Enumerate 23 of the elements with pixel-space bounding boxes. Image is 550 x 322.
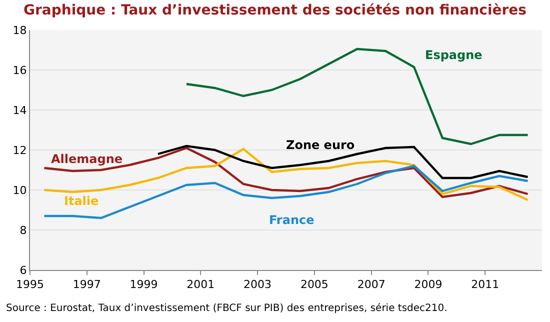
source-note: Source : Eurostat, Taux d’investissement (FBCF sur PIB) des entreprises, série tsdec210. bbox=[6, 303, 448, 314]
x-tick-label: 2005 bbox=[300, 278, 328, 292]
y-tick-label: 18 bbox=[12, 24, 27, 37]
y-tick-label: 10 bbox=[12, 184, 27, 197]
x-tick-label: 1997 bbox=[72, 278, 101, 292]
series-label: Espagne bbox=[425, 48, 482, 62]
x-tick-label: 2009 bbox=[414, 278, 442, 292]
x-tick-label: 2011 bbox=[471, 278, 500, 292]
series-label: Allemagne bbox=[51, 152, 123, 166]
y-tick-label: 6 bbox=[20, 264, 27, 277]
y-tick-label: 16 bbox=[12, 64, 27, 77]
x-tick-label: 2007 bbox=[357, 278, 386, 292]
x-tick-label: 1995 bbox=[16, 278, 44, 292]
series-label: Zone euro bbox=[286, 138, 355, 152]
y-tick-label: 8 bbox=[20, 224, 27, 237]
x-tick-label: 2001 bbox=[186, 278, 215, 292]
x-tick-label: 1999 bbox=[130, 278, 158, 292]
x-tick-label: 2003 bbox=[244, 278, 272, 292]
y-tick-label: 12 bbox=[12, 144, 27, 157]
series-label: France bbox=[269, 213, 314, 227]
chart-title: Graphique : Taux d’investissement des sociétés non financières bbox=[23, 2, 527, 19]
y-tick-label: 14 bbox=[12, 104, 27, 117]
series-label: Italie bbox=[64, 194, 99, 208]
